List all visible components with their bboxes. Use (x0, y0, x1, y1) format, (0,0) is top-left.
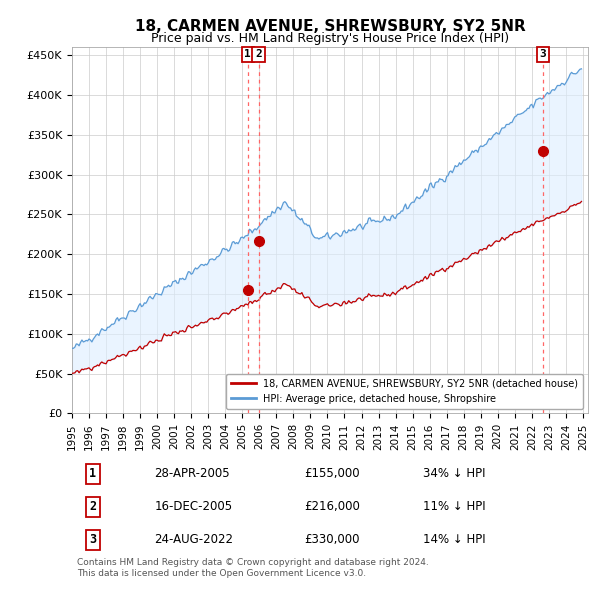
Text: Price paid vs. HM Land Registry's House Price Index (HPI): Price paid vs. HM Land Registry's House … (151, 32, 509, 45)
Text: 3: 3 (89, 533, 96, 546)
Text: 1: 1 (244, 50, 251, 60)
Text: 1: 1 (89, 467, 96, 480)
Text: £216,000: £216,000 (304, 500, 360, 513)
Text: 18, CARMEN AVENUE, SHREWSBURY, SY2 5NR: 18, CARMEN AVENUE, SHREWSBURY, SY2 5NR (134, 19, 526, 34)
Text: 28-APR-2005: 28-APR-2005 (155, 467, 230, 480)
Text: 3: 3 (539, 50, 546, 60)
Text: 34% ↓ HPI: 34% ↓ HPI (423, 467, 485, 480)
Text: 11% ↓ HPI: 11% ↓ HPI (423, 500, 485, 513)
Legend: 18, CARMEN AVENUE, SHREWSBURY, SY2 5NR (detached house), HPI: Average price, det: 18, CARMEN AVENUE, SHREWSBURY, SY2 5NR (… (226, 374, 583, 408)
Text: 24-AUG-2022: 24-AUG-2022 (155, 533, 233, 546)
Text: £155,000: £155,000 (304, 467, 360, 480)
Text: £330,000: £330,000 (304, 533, 360, 546)
Text: 2: 2 (255, 50, 262, 60)
Text: 2: 2 (89, 500, 96, 513)
Text: 14% ↓ HPI: 14% ↓ HPI (423, 533, 485, 546)
Text: 16-DEC-2005: 16-DEC-2005 (155, 500, 233, 513)
Text: Contains HM Land Registry data © Crown copyright and database right 2024.
This d: Contains HM Land Registry data © Crown c… (77, 558, 429, 578)
